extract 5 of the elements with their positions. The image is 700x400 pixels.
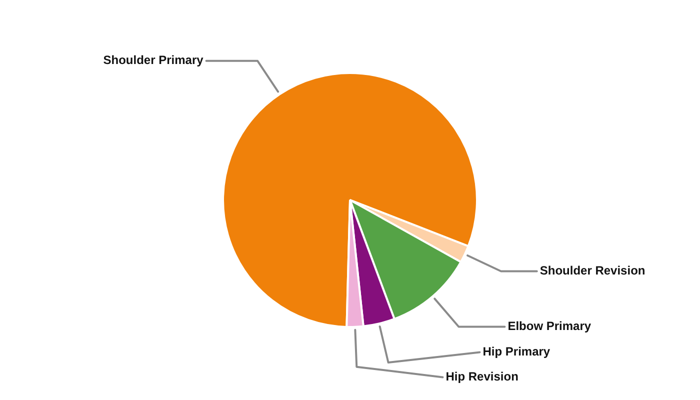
slice-label: Shoulder Primary [103, 53, 204, 68]
slice-label: Hip Revision [446, 370, 518, 384]
slice-label: Hip Primary [482, 344, 550, 359]
slice-label: Shoulder Revision [540, 264, 646, 278]
slice-label: Elbow Primary [508, 319, 592, 334]
